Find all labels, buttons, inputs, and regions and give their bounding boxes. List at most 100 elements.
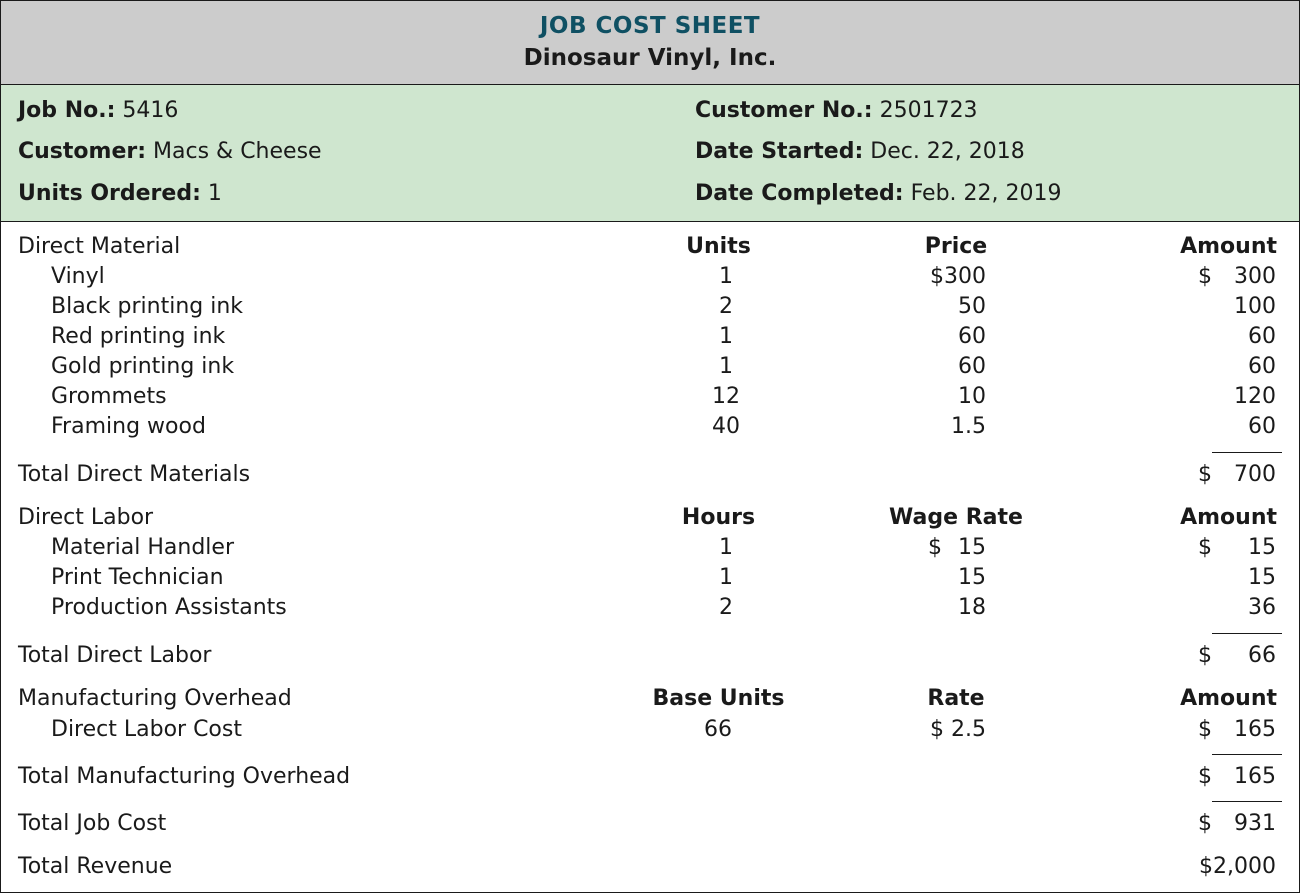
job-no-value: 5416: [122, 98, 179, 123]
sheet-title: JOB COST SHEET: [539, 13, 761, 39]
rate-column-header: Rate: [927, 686, 985, 711]
total-overhead-row: Total Manufacturing Overhead $ 165: [1, 764, 1299, 794]
total-overhead-sign: $: [1198, 764, 1212, 789]
table-row: Print Technician 1 15 15: [1, 565, 1299, 595]
item-units: 12: [712, 384, 740, 409]
item-price: $300: [930, 264, 986, 289]
overhead-label: Manufacturing Overhead: [18, 686, 292, 711]
item-name: Direct Labor Cost: [51, 717, 242, 742]
total-direct-labor-row: Total Direct Labor $ 66: [1, 643, 1299, 673]
customer-label: Customer:: [18, 139, 147, 164]
date-completed-label: Date Completed:: [695, 181, 904, 206]
subtotal-rule: [1212, 801, 1282, 802]
customer-no-value: 2501723: [879, 98, 978, 123]
item-name: Production Assistants: [51, 595, 287, 620]
item-rate: 15: [958, 535, 986, 560]
item-amount: 100: [1234, 294, 1276, 319]
total-job-cost-row: Total Job Cost $ 931: [1, 811, 1299, 841]
total-direct-labor-label: Total Direct Labor: [18, 643, 212, 668]
job-info-band: Job No.: 5416 Customer: Macs & Cheese Un…: [1, 85, 1299, 222]
table-row: Material Handler 1 $ 15 $ 15: [1, 535, 1299, 565]
item-rate: $ 2.5: [930, 717, 986, 742]
item-amount: 15: [1248, 535, 1276, 560]
item-name: Material Handler: [51, 535, 234, 560]
units-ordered-field: Units Ordered: 1: [18, 181, 222, 206]
table-row: Gold printing ink 1 60 60: [1, 354, 1299, 384]
total-direct-labor-value: 66: [1248, 643, 1276, 668]
item-name: Gold printing ink: [51, 354, 235, 379]
item-amount: 60: [1248, 324, 1276, 349]
item-amount: 60: [1248, 354, 1276, 379]
wage-rate-column-header: Wage Rate: [889, 505, 1023, 530]
item-amount-sign: $: [1198, 717, 1212, 742]
direct-material-label: Direct Material: [18, 234, 181, 259]
total-revenue-label: Total Revenue: [18, 854, 173, 879]
date-started-field: Date Started: Dec. 22, 2018: [695, 139, 1025, 164]
total-overhead-label: Total Manufacturing Overhead: [18, 764, 351, 789]
item-hours: 2: [719, 595, 733, 620]
price-column-header: Price: [924, 234, 988, 259]
item-amount: 120: [1234, 384, 1276, 409]
item-name: Grommets: [51, 384, 167, 409]
item-units: 2: [719, 294, 733, 319]
item-units: 1: [719, 354, 733, 379]
title-band: JOB COST SHEET Dinosaur Vinyl, Inc.: [1, 1, 1299, 85]
total-overhead-value: 165: [1234, 764, 1276, 789]
direct-material-header: Direct Material Units Price Amount: [1, 234, 1299, 264]
item-rate: 15: [958, 565, 986, 590]
subtotal-rule: [1212, 754, 1282, 755]
date-completed-field: Date Completed: Feb. 22, 2019: [695, 181, 1062, 206]
item-name: Framing wood: [51, 414, 206, 439]
amount-column-header: Amount: [1180, 686, 1277, 711]
item-base-units: 66: [704, 717, 732, 742]
total-job-cost-value: 931: [1234, 811, 1276, 836]
hours-column-header: Hours: [681, 505, 756, 530]
total-direct-materials-value: 700: [1234, 462, 1276, 487]
total-revenue-row: Total Revenue $2,000: [1, 854, 1299, 884]
item-price: 1.5: [951, 414, 986, 439]
item-rate: 18: [958, 595, 986, 620]
table-row: Vinyl 1 $300 $ 300: [1, 264, 1299, 294]
item-price: 50: [958, 294, 986, 319]
date-started-value: Dec. 22, 2018: [870, 139, 1025, 164]
item-price: 60: [958, 354, 986, 379]
total-direct-labor-sign: $: [1198, 643, 1212, 668]
item-price: 10: [958, 384, 986, 409]
table-row: Black printing ink 2 50 100: [1, 294, 1299, 324]
item-name: Print Technician: [51, 565, 224, 590]
table-row: Production Assistants 2 18 36: [1, 595, 1299, 625]
item-units: 40: [712, 414, 740, 439]
item-amount: 300: [1234, 264, 1276, 289]
item-name: Vinyl: [51, 264, 105, 289]
table-row: Red printing ink 1 60 60: [1, 324, 1299, 354]
date-started-label: Date Started:: [695, 139, 864, 164]
total-direct-materials-row: Total Direct Materials $ 700: [1, 462, 1299, 492]
direct-labor-label: Direct Labor: [18, 505, 154, 530]
customer-field: Customer: Macs & Cheese: [18, 139, 322, 164]
total-revenue-value: $2,000: [1199, 854, 1276, 879]
table-row: Grommets 12 10 120: [1, 384, 1299, 414]
amount-column-header: Amount: [1180, 505, 1277, 530]
table-row: Framing wood 40 1.5 60: [1, 414, 1299, 444]
item-hours: 1: [719, 565, 733, 590]
subtotal-rule: [1212, 452, 1282, 453]
direct-labor-header: Direct Labor Hours Wage Rate Amount: [1, 505, 1299, 535]
item-rate-sign: $: [928, 535, 942, 560]
total-direct-materials-sign: $: [1198, 462, 1212, 487]
job-no-label: Job No.:: [18, 98, 116, 123]
total-job-cost-sign: $: [1198, 811, 1212, 836]
customer-no-field: Customer No.: 2501723: [695, 98, 978, 123]
total-job-cost-label: Total Job Cost: [18, 811, 167, 836]
total-direct-materials-label: Total Direct Materials: [18, 462, 251, 487]
item-amount-sign: $: [1198, 264, 1212, 289]
customer-value: Macs & Cheese: [153, 139, 322, 164]
job-no-field: Job No.: 5416: [18, 98, 178, 123]
item-units: 1: [719, 264, 733, 289]
item-amount: 165: [1234, 717, 1276, 742]
table-row: Direct Labor Cost 66 $ 2.5 $ 165: [1, 717, 1299, 747]
item-amount-sign: $: [1198, 535, 1212, 560]
company-name: Dinosaur Vinyl, Inc.: [523, 45, 777, 71]
overhead-header: Manufacturing Overhead Base Units Rate A…: [1, 686, 1299, 716]
item-amount: 60: [1248, 414, 1276, 439]
